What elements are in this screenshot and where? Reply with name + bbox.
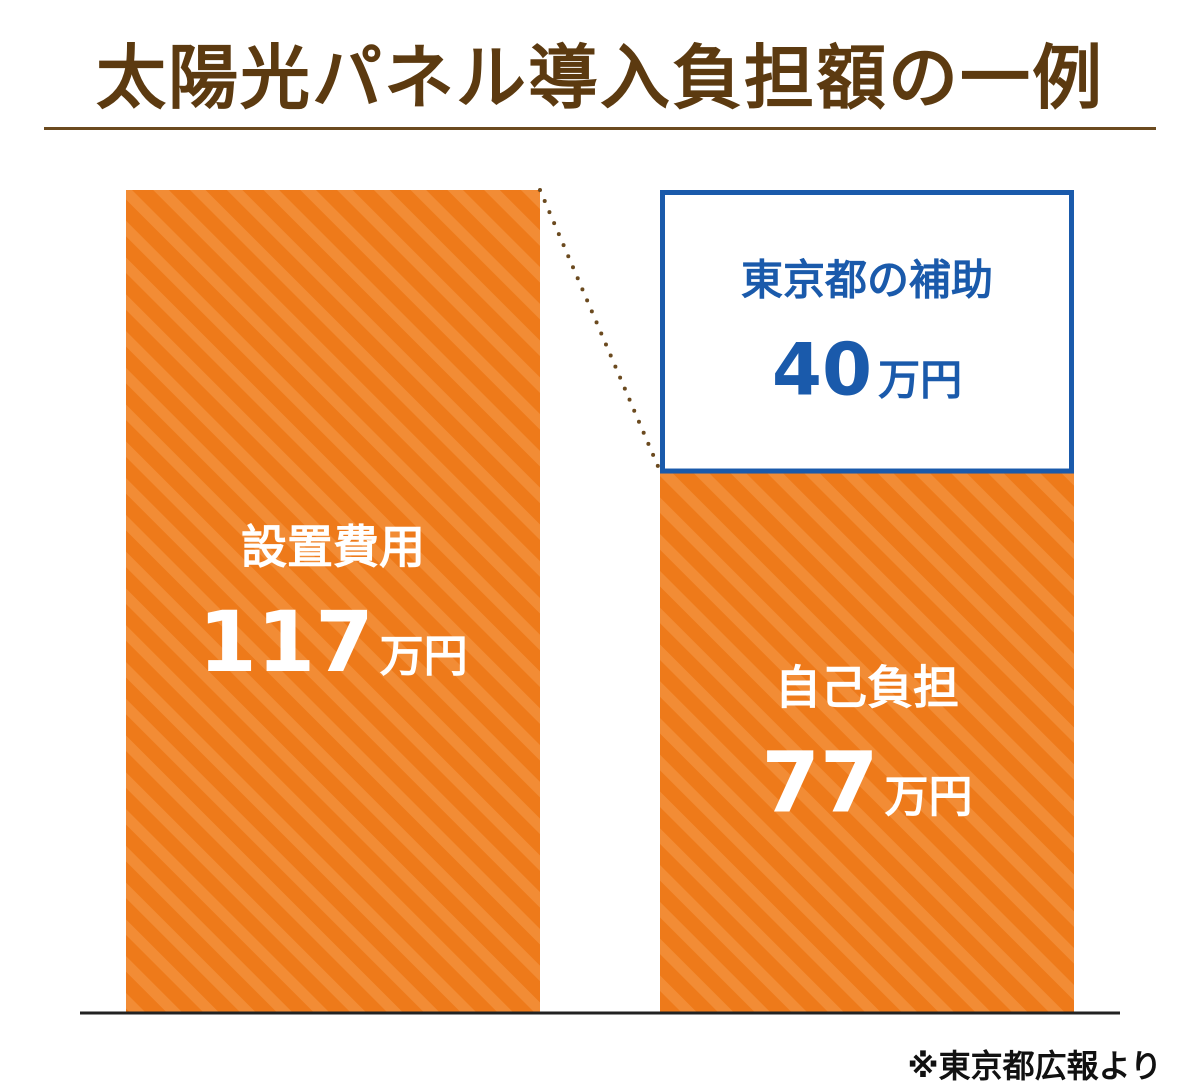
bar-label-subsidy: 東京都の補助: [741, 256, 993, 305]
page-title: 太陽光パネル導入負担額の一例: [96, 37, 1104, 119]
bar-value-self-pay: 77 万円: [762, 734, 973, 832]
bar-value-subsidy: 40 万円: [772, 328, 962, 412]
connector-dotted-line: [538, 188, 662, 474]
bar-installation-cost: [126, 190, 540, 1012]
bar-self-pay: [660, 471, 1074, 1012]
bar-value-installation-cost: 117 万円: [198, 593, 467, 691]
bar-label-self-pay: 自己負担: [775, 661, 959, 715]
source-note: ※東京都広報より: [907, 1047, 1162, 1085]
bar-label-installation-cost: 設置費用: [241, 520, 425, 574]
bar-subsidy: [660, 190, 1074, 474]
title-divider: [44, 127, 1156, 130]
